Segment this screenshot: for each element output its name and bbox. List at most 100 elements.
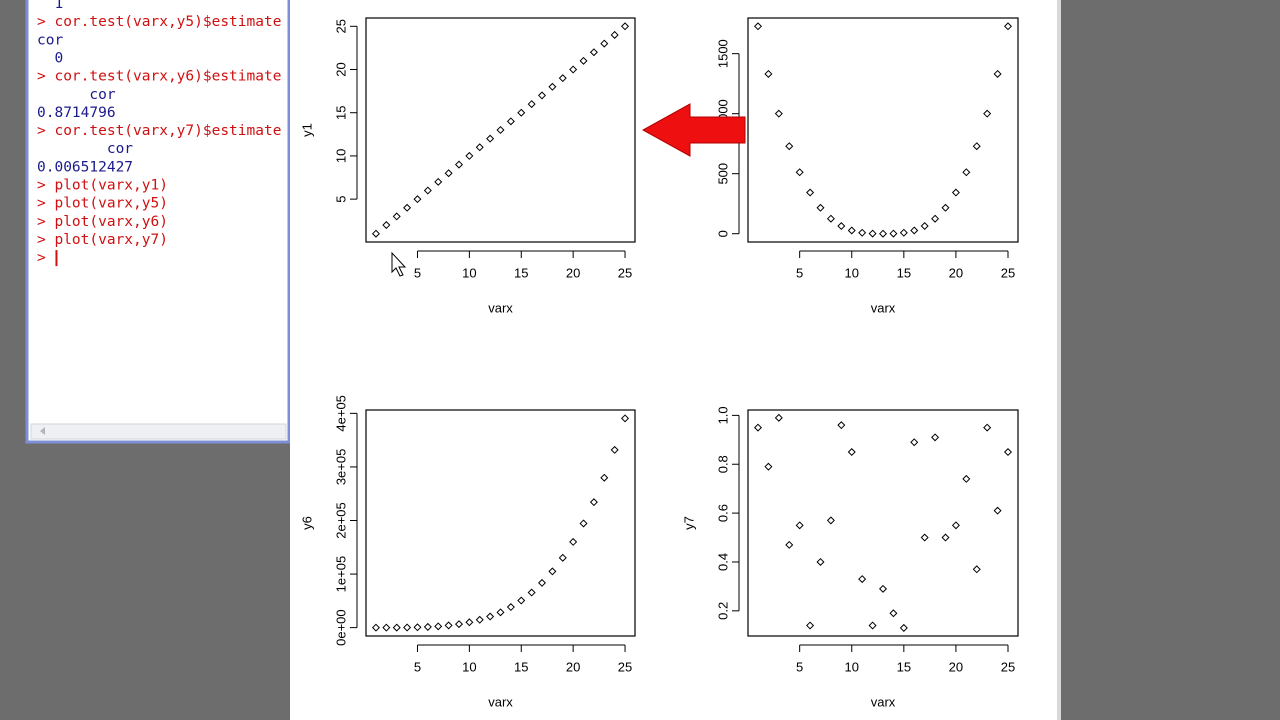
- x-axis-label: varx: [488, 694, 513, 709]
- console-line: >: [37, 250, 54, 266]
- x-tick-label: 20: [949, 659, 963, 674]
- point: [972, 565, 981, 574]
- x-tick-label: 5: [796, 265, 803, 280]
- y-tick-label: 20: [333, 62, 348, 76]
- point: [868, 621, 877, 630]
- x-tick-label: 20: [949, 265, 963, 280]
- point: [899, 228, 908, 237]
- y-tick-label: 0.8: [715, 455, 730, 473]
- point: [972, 142, 981, 151]
- point: [847, 226, 856, 235]
- point: [795, 168, 804, 177]
- point: [465, 618, 474, 627]
- point: [941, 203, 950, 212]
- y-tick-label: 10: [333, 149, 348, 163]
- console-line: > plot(varx,y5): [37, 196, 168, 212]
- point: [454, 620, 463, 629]
- point: [589, 498, 598, 507]
- point: [868, 229, 877, 238]
- y-tick-label: 0.2: [715, 602, 730, 620]
- plots: 5 10 15 20 25 5 10 15 20 25 varx y1 5 10 15 20 25 0 500 10 0…: [299, 17, 1019, 709]
- x-tick-label: 10: [845, 659, 859, 674]
- x-tick-label: 10: [462, 659, 476, 674]
- point: [506, 603, 515, 612]
- text-cursor: [55, 250, 58, 267]
- console-line: 1: [37, 0, 63, 12]
- y-axis-label: y6: [299, 516, 314, 530]
- point: [920, 222, 929, 231]
- point: [795, 521, 804, 530]
- point: [920, 533, 929, 542]
- plot-box: [365, 409, 636, 637]
- point: [962, 168, 971, 177]
- point: [621, 414, 630, 423]
- y-tick-label: 1.0: [715, 406, 730, 424]
- point: [910, 226, 919, 235]
- scroll-left[interactable]: [40, 427, 45, 435]
- y-tick-label: 15: [333, 105, 348, 119]
- console-line: cor: [37, 141, 133, 157]
- console-line: cor: [37, 87, 116, 103]
- point: [589, 48, 598, 57]
- point: [899, 623, 908, 632]
- console-line: cor: [37, 32, 63, 48]
- plot-box: [365, 17, 636, 243]
- console-line: > plot(varx,y7): [37, 232, 168, 248]
- y-tick-label: 0.6: [715, 504, 730, 522]
- x-tick-label: 10: [845, 265, 859, 280]
- x-tick-label: 20: [566, 265, 580, 280]
- plot-box: [747, 409, 1019, 637]
- x-axis-label: varx: [488, 300, 513, 315]
- point: [413, 195, 422, 204]
- point: [392, 623, 401, 632]
- point: [816, 203, 825, 212]
- point: [475, 143, 484, 152]
- point: [486, 134, 495, 143]
- point: [764, 69, 773, 78]
- y-tick-label: 4e+05: [333, 395, 348, 432]
- point: [538, 578, 547, 587]
- y-axis-label: y7: [681, 516, 696, 530]
- point: [764, 462, 773, 471]
- point: [962, 474, 971, 483]
- x-tick-label: 25: [1001, 659, 1015, 674]
- point: [371, 623, 380, 632]
- point: [610, 30, 619, 39]
- point: [826, 516, 835, 525]
- point: [951, 188, 960, 197]
- point: [538, 91, 547, 100]
- point: [1003, 22, 1013, 31]
- point: [816, 557, 825, 566]
- point: [403, 623, 412, 632]
- point: [569, 65, 578, 74]
- point: [847, 448, 856, 457]
- point: [753, 22, 763, 31]
- y-tick-label: 0e+00: [333, 609, 348, 646]
- point: [993, 69, 1002, 78]
- point: [753, 423, 763, 432]
- point: [527, 100, 536, 109]
- scrollbar[interactable]: [30, 423, 287, 440]
- point: [392, 212, 401, 221]
- x-tick-label: 10: [462, 265, 476, 280]
- point: [878, 229, 888, 238]
- y-tick-label: 5: [333, 196, 348, 203]
- point: [434, 622, 443, 631]
- point: [548, 567, 557, 576]
- point: [1003, 448, 1013, 457]
- x-axis-label: varx: [871, 300, 896, 315]
- x-tick-label: 20: [566, 659, 580, 674]
- y-tick-label: 3e+05: [333, 449, 348, 486]
- console-line: 0.006512427: [37, 159, 133, 175]
- point: [382, 623, 391, 632]
- point: [806, 188, 815, 197]
- point: [889, 229, 898, 238]
- x-tick-label: 5: [414, 265, 421, 280]
- x-tick-label: 15: [514, 265, 528, 280]
- point: [403, 203, 412, 212]
- point: [496, 125, 505, 135]
- point: [878, 584, 888, 593]
- point: [434, 177, 443, 186]
